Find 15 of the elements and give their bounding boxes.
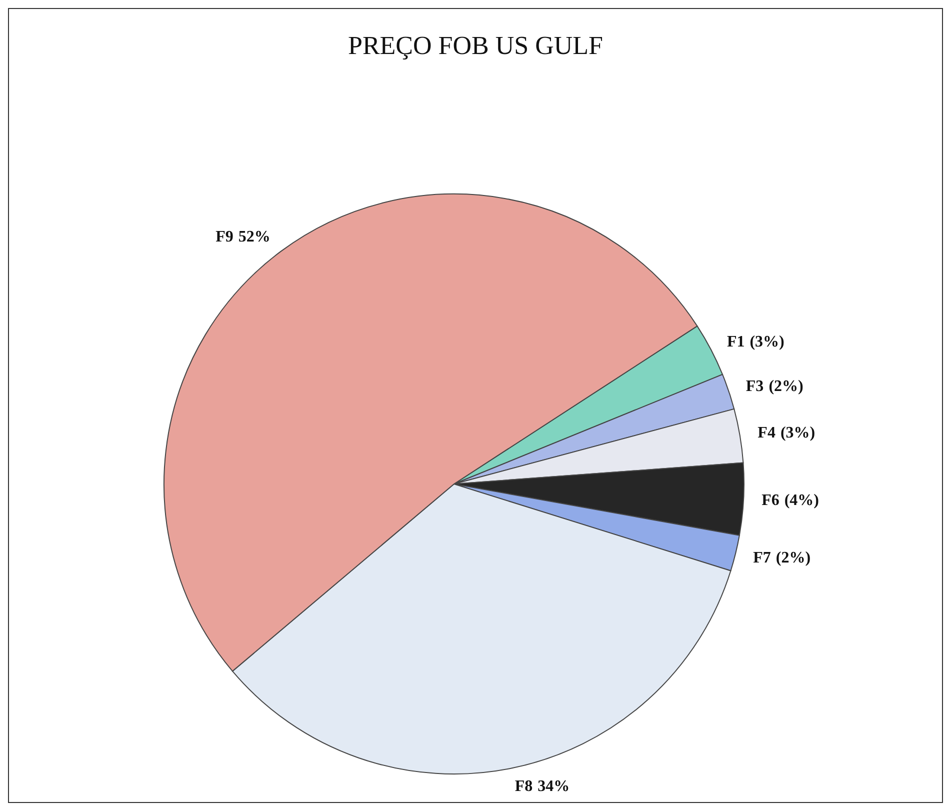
slice-label: F3: [746, 377, 764, 394]
data-label: (4%): [784, 492, 820, 509]
slice-label: F9: [216, 228, 234, 246]
slice-label: F6: [762, 492, 780, 509]
data-label: (3%): [780, 424, 816, 442]
data-label: (2%): [776, 548, 811, 566]
slice-label: F8: [514, 777, 533, 794]
chart-title: PREÇO FOB US GULF: [346, 31, 604, 61]
data-label: 52%: [238, 228, 270, 246]
slice-label: F1: [726, 332, 745, 350]
data-label: 34%: [538, 777, 570, 794]
data-label: (3%): [750, 332, 784, 350]
slice-label: F4: [758, 424, 776, 442]
slice-label: F7: [753, 548, 771, 566]
data-label: (2%): [768, 377, 804, 394]
